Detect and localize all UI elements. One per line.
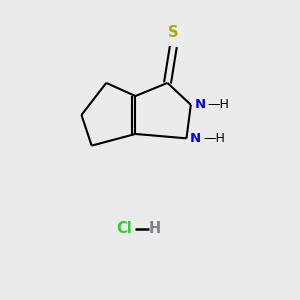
Text: N: N	[190, 132, 201, 145]
Text: S: S	[168, 25, 178, 40]
Text: —H: —H	[208, 98, 229, 111]
Text: H: H	[148, 221, 160, 236]
Text: N: N	[194, 98, 206, 111]
Text: Cl: Cl	[116, 221, 132, 236]
Text: —H: —H	[203, 132, 225, 145]
